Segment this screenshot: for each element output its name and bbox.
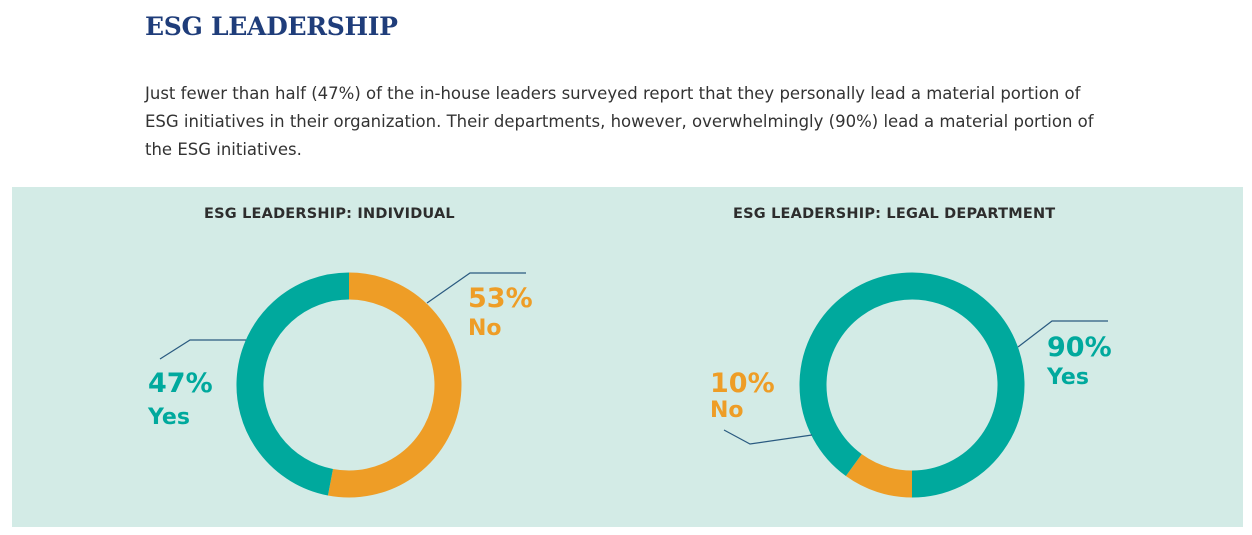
data-label-yes-legal-department: Yes	[1046, 365, 1089, 390]
chart-title-legal-department: ESG LEADERSHIP: LEGAL DEPARTMENT	[733, 206, 1056, 222]
slice-no-legal-department	[845, 453, 913, 498]
slice-yes-legal-department	[799, 272, 1025, 498]
leader-line-no-individual	[426, 272, 526, 304]
leader-line-yes-individual	[159, 339, 246, 360]
data-label-yes-legal-department-pct: 90%	[1047, 332, 1112, 363]
donut-individual: 53% No 47% Yes	[147, 272, 533, 498]
donut-charts: 53% No 47% Yes 90% Yes 10% No	[147, 272, 1112, 498]
data-label-no-individual-pct: 53%	[468, 283, 533, 314]
slice-yes-individual	[236, 272, 350, 496]
slice-no-individual	[327, 272, 462, 498]
data-label-no-legal-department: No	[710, 398, 744, 423]
chart-title-individual: ESG LEADERSHIP: INDIVIDUAL	[204, 206, 455, 222]
charts-panel: ESG LEADERSHIP: INDIVIDUAL ESG LEADERSHI…	[12, 187, 1243, 527]
leader-line-no-legal-department	[723, 429, 813, 445]
data-label-yes-individual: Yes	[147, 405, 190, 430]
donut-legal-department: 90% Yes 10% No	[710, 272, 1112, 498]
data-label-no-legal-department-pct: 10%	[710, 368, 775, 399]
leader-line-yes-legal-department	[1017, 320, 1108, 348]
data-label-no-individual: No	[468, 316, 502, 341]
data-label-yes-individual-pct: 47%	[148, 368, 213, 399]
page-title: ESG LEADERSHIP	[145, 12, 398, 41]
intro-paragraph: Just fewer than half (47%) of the in-hou…	[145, 84, 1094, 159]
